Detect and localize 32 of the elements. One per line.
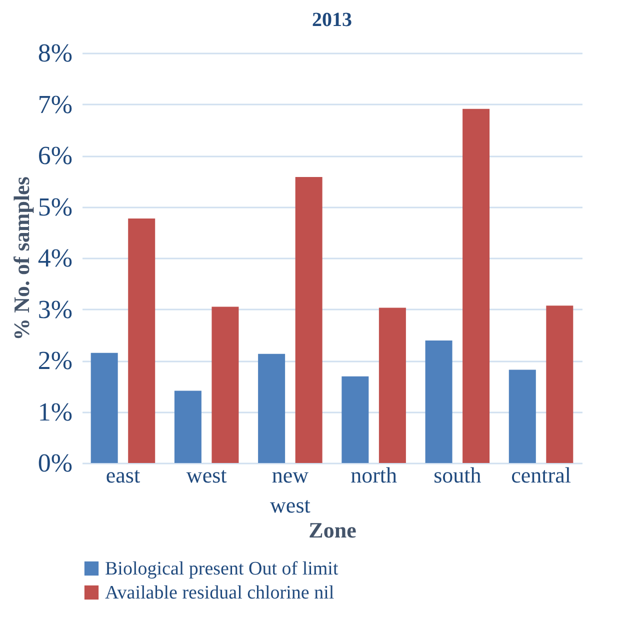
y-tick-label: 6% bbox=[38, 141, 72, 170]
bar bbox=[212, 306, 239, 463]
legend-label: Available residual chlorine nil bbox=[105, 582, 334, 604]
x-tick-label: new west bbox=[270, 462, 310, 518]
y-tick-label: 7% bbox=[38, 90, 72, 119]
y-axis-title: % No. of samples bbox=[8, 176, 34, 340]
y-tick-label: 8% bbox=[38, 38, 72, 68]
bar bbox=[546, 306, 574, 463]
bar bbox=[462, 108, 490, 463]
x-tick-label: central bbox=[511, 462, 571, 488]
x-tick-label: south bbox=[434, 462, 482, 488]
y-tick-label: 5% bbox=[38, 192, 72, 222]
y-tick-label: 3% bbox=[38, 294, 72, 324]
bar bbox=[425, 340, 452, 463]
bar bbox=[90, 352, 118, 463]
bar bbox=[508, 370, 536, 463]
bar bbox=[295, 177, 322, 463]
y-tick-label: 1% bbox=[38, 397, 72, 426]
bar bbox=[174, 390, 202, 463]
chart-title: 2013 bbox=[312, 9, 352, 31]
legend-label: Biological present Out of limit bbox=[105, 558, 339, 580]
bar bbox=[258, 354, 286, 463]
bar bbox=[378, 308, 406, 463]
x-tick-label: north bbox=[350, 462, 398, 488]
y-tick-label: 0% bbox=[38, 448, 72, 478]
x-tick-label: west bbox=[186, 462, 227, 488]
x-tick-label: east bbox=[106, 462, 140, 488]
x-axis-title: Zone bbox=[308, 518, 357, 542]
y-tick-label: 2% bbox=[38, 346, 72, 375]
bar bbox=[128, 218, 156, 463]
y-tick-label: 4% bbox=[38, 244, 72, 272]
bar bbox=[342, 376, 369, 463]
